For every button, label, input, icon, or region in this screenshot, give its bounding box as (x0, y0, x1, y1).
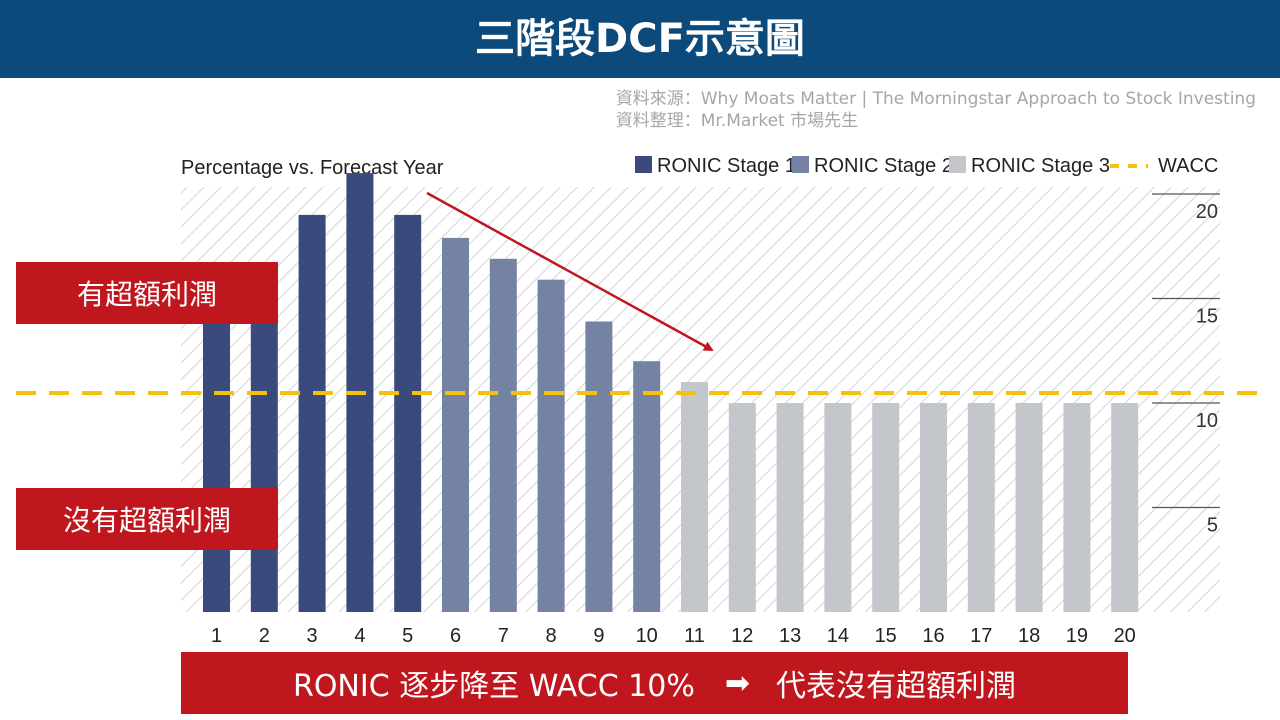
x-tick-label: 8 (546, 625, 557, 647)
bar-year-16 (920, 403, 947, 612)
legend-label-stage2: RONIC Stage 2 (814, 155, 953, 177)
bar-year-1 (203, 298, 230, 612)
x-tick-label: 5 (402, 625, 413, 647)
x-tick-label: 11 (684, 625, 705, 647)
x-tick-label: 16 (922, 625, 944, 647)
page-title: 三階段DCF示意圖 (475, 16, 805, 62)
bar-year-15 (872, 403, 900, 612)
excess-return-label: 有超額利潤 (16, 262, 278, 324)
x-tick-labels: 1 2 3 4 5 6 7 8 9 10 11 12 13 14 15 16 17 18 19 20 (211, 625, 1136, 647)
bar-year-10 (633, 361, 661, 612)
bar-year-18 (1015, 403, 1043, 612)
conclusion-banner: RONIC 逐步降至 WACC 10% ➡ 代表沒有超額利潤 (181, 652, 1128, 714)
right-arrow-icon: ➡ (724, 665, 751, 701)
bar-year-2 (250, 298, 278, 612)
x-tick-label: 4 (354, 625, 365, 647)
bar-year-12 (728, 403, 756, 612)
title-bar (0, 0, 1280, 78)
bar-year-8 (537, 279, 565, 612)
x-tick-label: 15 (875, 625, 897, 647)
bar-year-14 (824, 403, 852, 612)
x-tick-label: 18 (1018, 625, 1040, 647)
chart-title: Percentage vs. Forecast Year (181, 157, 444, 179)
x-tick-label: 17 (970, 625, 992, 647)
y-tick-labels: 5 10 15 20 (1196, 201, 1218, 537)
legend-swatch-stage2 (792, 156, 809, 173)
x-tick-label: 1 (211, 625, 222, 647)
bar-year-17 (967, 403, 995, 612)
x-tick-label: 6 (450, 625, 461, 647)
decline-arrow (426, 191, 714, 352)
y-gridlines (1152, 193, 1220, 509)
x-tick-label: 7 (498, 625, 509, 647)
source-note: 資料來源：Why Moats Matter | The Morningstar … (616, 88, 1256, 132)
banner-right-text: 代表沒有超額利潤 (776, 669, 1017, 704)
x-tick-label: 9 (593, 625, 604, 647)
legend-label-stage1: RONIC Stage 1 (657, 155, 796, 177)
bar-year-20 (1111, 403, 1139, 612)
no-excess-return-label: 沒有超額利潤 (16, 488, 278, 550)
x-tick-label: 12 (731, 625, 753, 647)
bar-year-11 (681, 382, 708, 612)
y-tick-label: 5 (1207, 515, 1218, 537)
bar-year-13 (776, 403, 804, 612)
legend-swatch-stage1 (635, 156, 652, 173)
y-tick-label: 10 (1196, 410, 1218, 432)
x-tick-label: 20 (1114, 625, 1136, 647)
banner-left-text: RONIC 逐步降至 WACC 10% (292, 669, 695, 704)
y-tick-label: 20 (1196, 201, 1218, 223)
bars (203, 173, 1139, 612)
bar-year-5 (394, 214, 422, 612)
x-tick-label: 3 (307, 625, 318, 647)
x-tick-label: 13 (779, 625, 801, 647)
x-tick-label: 14 (827, 625, 849, 647)
legend-label-wacc: WACC (1158, 155, 1218, 177)
chart-legend: RONIC Stage 1 RONIC Stage 2 RONIC Stage … (635, 155, 1218, 177)
bar-year-9 (585, 321, 613, 612)
bar-year-19 (1063, 403, 1091, 612)
x-tick-label: 10 (636, 625, 658, 647)
bar-year-7 (489, 258, 517, 612)
organizer-line: 資料整理：Mr.Market 市場先生 (615, 111, 859, 131)
source-line: 資料來源：Why Moats Matter | The Morningstar … (615, 89, 1256, 109)
legend-swatch-stage3 (949, 156, 966, 173)
x-tick-label: 19 (1066, 625, 1088, 647)
legend-label-stage3: RONIC Stage 3 (971, 155, 1110, 177)
x-tick-label: 2 (259, 625, 270, 647)
bar-year-3 (298, 214, 326, 612)
bar-year-6 (442, 237, 469, 612)
y-tick-label: 15 (1196, 306, 1218, 328)
